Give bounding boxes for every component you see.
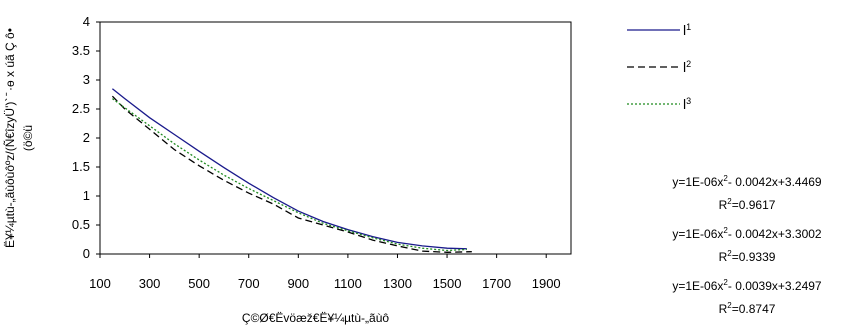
x-tick-label: 1100 [334,276,362,291]
x-axis: 100 300 500 700 900 1100 1300 1500 1700 1900 [89,254,561,291]
y-tick-label: 1 [83,188,90,203]
y-tick-label: 4 [83,14,90,29]
plot-frame [99,21,572,255]
r-squared: R2=0.8747 [719,301,776,316]
x-tick-label: 1300 [383,276,412,291]
legend-label-l2: l2 [683,59,691,75]
x-tick-label: 100 [89,276,111,291]
x-tick-label: 700 [238,276,260,291]
trend-equation: y=1E-06x2- 0.0039x+3.2497 [672,278,822,293]
y-tick-label: 3.5 [72,43,90,58]
y-axis-title-unit: (ö©ü [21,125,35,151]
x-axis-title: Ç©Ø€Ëvöæž€Ë¥¼µtù-„ãùô [242,311,389,325]
x-tick-label: 900 [287,276,309,291]
y-tick-label: 2.5 [72,101,90,116]
y-tick-label: 2 [83,130,90,145]
legend: l1 l2 l3 [627,22,691,112]
series-line-l3 [112,98,467,252]
trendline-equations: y=1E-06x2- 0.0042x+3.4469 R2=0.9617 y=1E-0… [672,174,822,316]
y-tick-label: 0.5 [72,217,90,232]
x-tick-label: 1900 [532,276,561,291]
y-axis-title: Ë¥¼µtù-„ãùôùôºz/(Ñ€îzyÜ')` ̄ ·ө x úã Ç ô… [3,28,17,248]
series-line-l2 [111,95,472,253]
y-axis: 0 0.5 1 1.5 2 2.5 3 3.5 4 [72,14,100,261]
legend-label-l3: l3 [683,96,691,112]
trend-equation: y=1E-06x2- 0.0042x+3.3002 [672,226,822,241]
x-tick-label: 500 [188,276,210,291]
y-tick-label: 3 [83,72,90,87]
x-tick-label: 1500 [433,276,462,291]
legend-label-l1: l1 [683,22,691,38]
trend-equation: y=1E-06x2- 0.0042x+3.4469 [672,174,822,189]
x-tick-label: 1700 [482,276,511,291]
series-line-l1 [111,88,467,250]
r-squared: R2=0.9617 [719,197,776,212]
x-tick-label: 300 [139,276,161,291]
r-squared: R2=0.9339 [719,249,776,264]
plot-area [99,21,572,255]
y-tick-label: 1.5 [72,159,90,174]
series-layer [111,88,472,253]
y-tick-label: 0 [83,246,90,261]
